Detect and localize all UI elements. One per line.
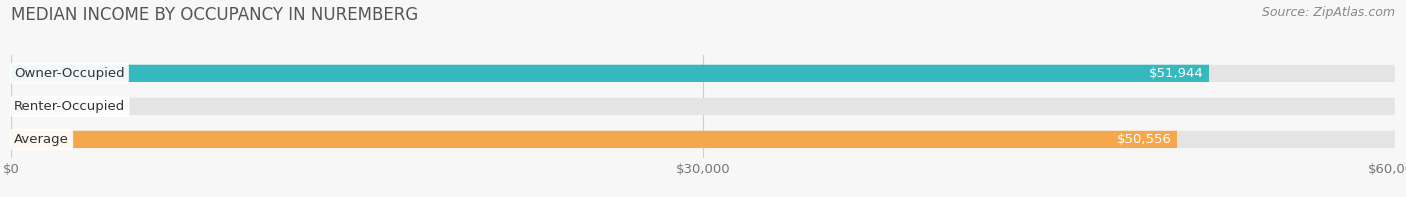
FancyBboxPatch shape <box>11 65 1209 82</box>
FancyBboxPatch shape <box>11 98 62 115</box>
Text: $51,944: $51,944 <box>1149 67 1204 80</box>
Text: $0: $0 <box>73 100 90 113</box>
FancyBboxPatch shape <box>11 131 1395 148</box>
FancyBboxPatch shape <box>11 131 1177 148</box>
FancyBboxPatch shape <box>11 65 1395 82</box>
Text: Average: Average <box>14 133 69 146</box>
FancyBboxPatch shape <box>11 98 1395 115</box>
Text: Source: ZipAtlas.com: Source: ZipAtlas.com <box>1261 6 1395 19</box>
Text: Owner-Occupied: Owner-Occupied <box>14 67 125 80</box>
Text: Renter-Occupied: Renter-Occupied <box>14 100 125 113</box>
Text: $50,556: $50,556 <box>1116 133 1171 146</box>
Text: MEDIAN INCOME BY OCCUPANCY IN NUREMBERG: MEDIAN INCOME BY OCCUPANCY IN NUREMBERG <box>11 6 419 24</box>
